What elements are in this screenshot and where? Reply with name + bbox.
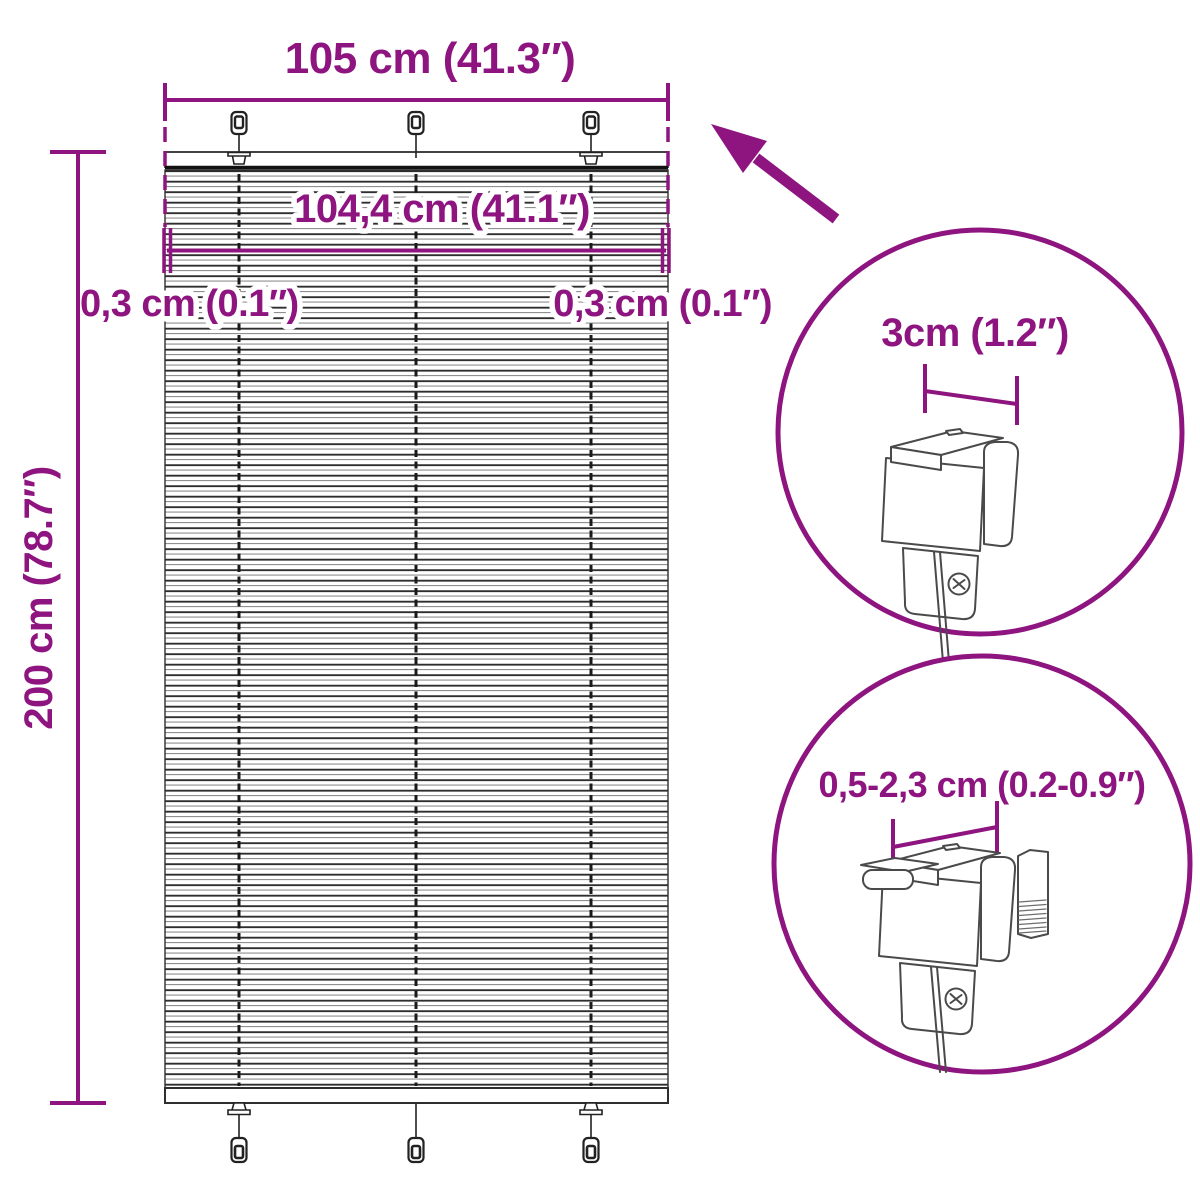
screw-icon [947,572,971,596]
bracket-depth-label: 3cm (1.2″) [881,311,1069,355]
screw-icon [944,987,968,1011]
cord-icon [939,551,950,663]
top-clips [227,110,603,165]
rail-fitting-icon [227,151,251,165]
pleated-blind [164,110,669,1164]
bracket-clamp-teeth [942,843,961,851]
bracket-screw-plate [899,962,976,1036]
cord-icon [933,551,944,663]
gap-label-right: 0,3 cm (0.1″) [553,283,772,325]
width-dimension: 105 cm (41.3″) [163,34,670,227]
bracket-clamp-lever [860,857,939,890]
bottom-rail [164,1087,669,1104]
bracket-clamp-teeth [945,428,964,436]
height-dimension: 200 cm (78.7″) [17,150,106,1105]
inner-width-dimension-label: 104,4 cm (41.1″) [294,187,590,231]
hanging-clip-icon [407,1103,425,1164]
hanging-clip-icon [227,110,251,165]
bracket-back-plate [980,856,1017,963]
cord-icon [930,966,941,1073]
detail-circle-top: 3cm (1.2″) [775,227,1185,663]
mounting-bracket-icon [881,428,1020,663]
detail-circle-outline [775,227,1185,637]
hanging-clip-icon [227,1102,251,1164]
hanging-clip-icon [579,110,603,165]
bracket-clamp-front [890,446,942,471]
cord-icon [936,966,947,1073]
mounting-bracket-icon [860,843,1049,1073]
width-dimension-label: 105 cm (41.3″) [285,34,575,83]
detail-circle-bottom: 0,5-2,3 cm (0.2-0.9″) [771,653,1193,1075]
bracket-body [878,872,982,967]
window-frame-section [1017,849,1049,939]
clamp-range-label: 0,5-2,3 cm (0.2-0.9″) [819,764,1146,805]
rail-fitting-icon [579,151,603,165]
direction-arrow-icon [711,124,840,224]
hanging-clip-icon [579,1102,603,1164]
bracket-screw-plate [902,547,979,621]
height-dimension-label: 200 cm (78.7″) [17,466,61,729]
gap-label-left: 0,3 cm (0.1″) [80,283,299,325]
bracket-body [881,457,985,552]
bracket-back-plate [983,441,1020,548]
hanging-clip-icon [407,110,425,158]
bottom-clips [227,1102,603,1164]
frame-hatch [1018,899,1047,934]
inner-width-dimension: 104,4 cm (41.1″) [162,182,671,273]
